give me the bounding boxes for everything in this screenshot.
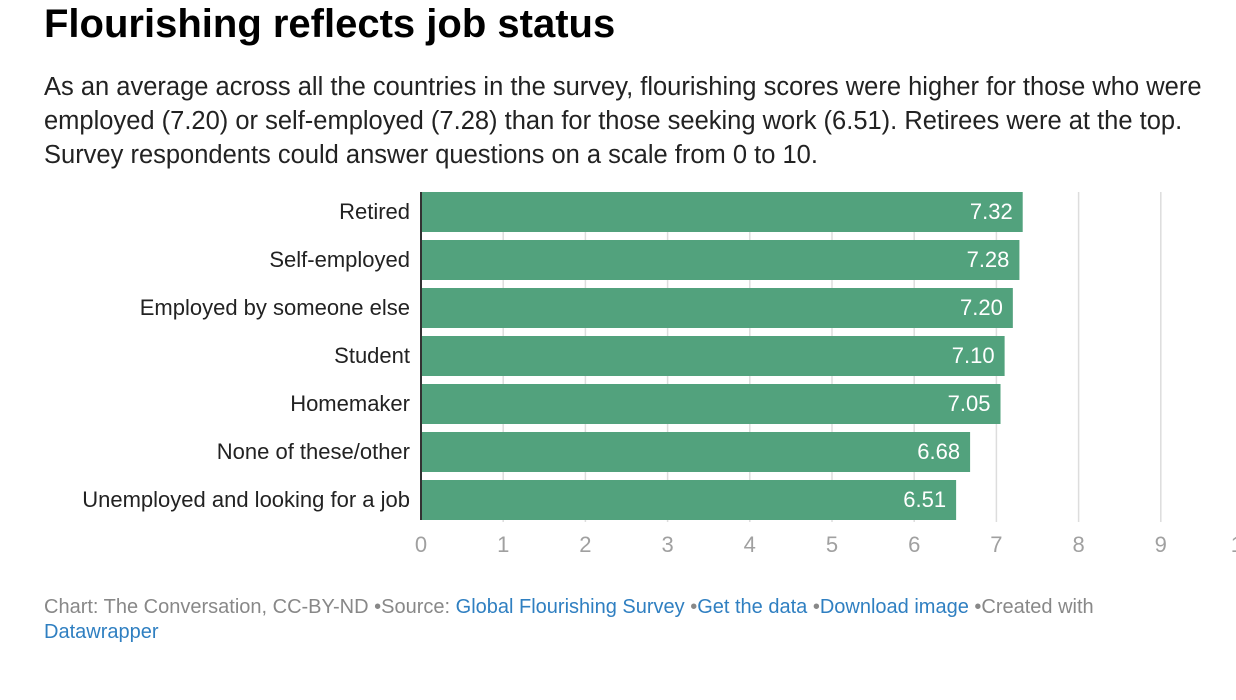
category-label: Unemployed and looking for a job	[82, 487, 410, 512]
chart-subtitle: As an average across all the countries i…	[44, 73, 1202, 169]
x-tick-label: 6	[908, 532, 920, 557]
bar	[421, 240, 1020, 280]
x-tick-label: 8	[1072, 532, 1084, 557]
value-label: 7.28	[967, 247, 1010, 272]
chart-title: Flourishing reflects job status	[44, 2, 616, 46]
bar	[421, 288, 1013, 328]
x-tick-label: 4	[744, 532, 756, 557]
x-tick-label: 7	[990, 532, 1002, 557]
value-label: 6.51	[903, 487, 946, 512]
category-label: Student	[334, 343, 410, 368]
tool-link[interactable]: Datawrapper	[44, 621, 159, 643]
x-tick-label: 5	[826, 532, 838, 557]
category-label: Retired	[339, 199, 410, 224]
bar	[421, 480, 957, 520]
bar	[421, 432, 971, 472]
bar	[421, 336, 1005, 376]
category-label: Homemaker	[290, 391, 410, 416]
value-label: 7.05	[948, 391, 991, 416]
created-with: Created with	[981, 596, 1094, 618]
download-link[interactable]: Download image	[819, 596, 969, 618]
value-label: 7.20	[960, 295, 1003, 320]
category-label: Employed by someone else	[140, 295, 410, 320]
footer: Chart: The Conversation, CC-BY-ND Source:…	[44, 595, 1204, 645]
credit: Chart: The Conversation, CC-BY-ND	[44, 596, 369, 618]
x-tick-label: 2	[579, 532, 591, 557]
get-data-link[interactable]: Get the data	[697, 596, 808, 618]
bar	[421, 384, 1001, 424]
x-tick-label: 10	[1231, 532, 1236, 557]
category-label: None of these/other	[217, 439, 410, 464]
category-label: Self-employed	[269, 247, 410, 272]
x-tick-label: 9	[1155, 532, 1167, 557]
x-tick-label: 0	[415, 532, 427, 557]
value-label: 6.68	[917, 439, 960, 464]
source-link[interactable]: Global Flourishing Survey	[455, 596, 685, 618]
bar	[421, 192, 1023, 232]
x-tick-label: 3	[661, 532, 673, 557]
x-tick-label: 1	[497, 532, 509, 557]
source-label: Source:	[381, 596, 451, 618]
value-label: 7.32	[970, 199, 1013, 224]
value-label: 7.10	[952, 343, 995, 368]
